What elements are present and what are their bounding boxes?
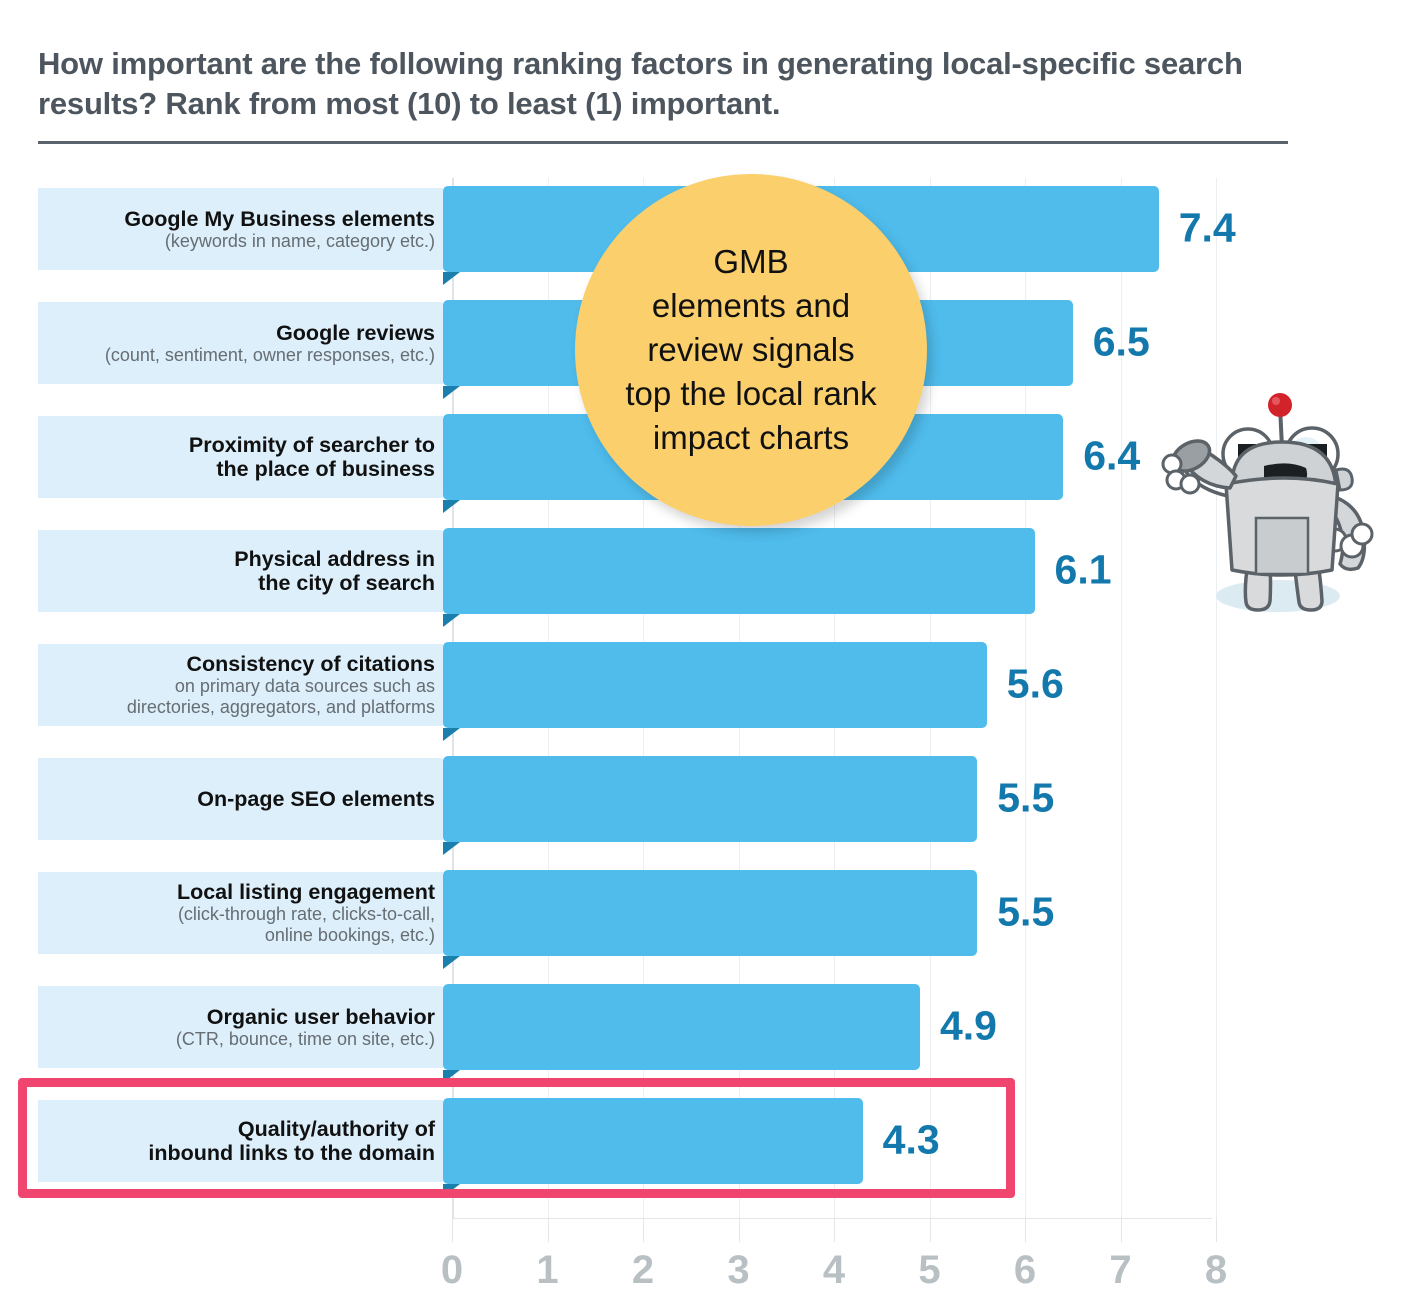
grid-line — [1216, 178, 1217, 1218]
page-title: How important are the following ranking … — [38, 46, 1243, 121]
bar-tail-icon — [443, 1184, 460, 1197]
bar-category-label: Physical address in the city of search — [38, 530, 443, 612]
callout-bubble: GMB elements and review signals top the … — [575, 174, 927, 526]
axis-tick-label: 4 — [822, 1248, 846, 1292]
title-block: How important are the following ranking … — [38, 44, 1288, 123]
bar-value-label: 6.4 — [1083, 432, 1141, 479]
bar-category-label: Organic user behavior (CTR, bounce, time … — [38, 986, 443, 1068]
bar-row[interactable]: On-page SEO elements 5.5 — [0, 750, 1428, 864]
bar-label-line: the place of business — [216, 457, 435, 481]
bar-value-label: 5.5 — [997, 888, 1055, 935]
bar-sublabel-line: online bookings, etc.) — [264, 925, 435, 946]
bar-row[interactable]: Physical address in the city of search 6.1 — [0, 522, 1428, 636]
axis-tick-label: 7 — [1109, 1248, 1132, 1292]
axis-tick — [547, 1218, 549, 1242]
bar-category-label: Local listing engagement (click-through r… — [38, 872, 443, 954]
callout-text: GMB elements and review signals top the … — [625, 243, 877, 456]
bar-sublabel-line: (CTR, bounce, time on site, etc.) — [175, 1028, 435, 1049]
grid-line — [1025, 178, 1026, 1218]
axis-tick — [834, 1218, 835, 1242]
bar-label-line: Proximity of searcher to — [188, 432, 435, 457]
bar-category-label: Google reviews (count, sentiment, owner r… — [38, 302, 443, 384]
axis-tick — [1216, 1218, 1217, 1242]
axis-tick-label: 2 — [631, 1248, 655, 1292]
bar-row[interactable]: Consistency of citations on primary data … — [0, 636, 1428, 750]
bar[interactable] — [443, 870, 978, 956]
bar-tail-icon — [443, 500, 460, 513]
bar-category-label: Consistency of citations on primary data … — [38, 644, 443, 726]
bar-sublabel-line: (click-through rate, clicks-to-call, — [177, 904, 435, 925]
bar-value-label: 5.5 — [997, 774, 1055, 821]
bar-row[interactable]: Quality/authority of inbound links to the… — [0, 1092, 1428, 1206]
bar-tail-icon — [443, 1070, 460, 1083]
bar-value-label: 5.6 — [1006, 660, 1064, 707]
bar-tail-icon — [443, 614, 460, 627]
axis-tick-label: 3 — [727, 1248, 750, 1292]
bar-row[interactable]: Local listing engagement (click-through r… — [0, 864, 1428, 978]
bar-label-line: inbound links to the domain — [148, 1141, 435, 1165]
bar-label-line: Organic user behavior — [206, 1004, 435, 1029]
axis-tick-label: 0 — [440, 1248, 464, 1292]
bar[interactable] — [443, 756, 978, 842]
bar-value-label: 6.1 — [1054, 546, 1112, 593]
bar-label-line: Google My Business elements — [124, 206, 435, 231]
axis-tick — [1025, 1218, 1026, 1242]
bar-value-label: 7.4 — [1178, 204, 1236, 251]
bar-tail-icon — [443, 728, 460, 741]
bar-category-label: Google My Business elements (keywords in … — [38, 188, 443, 270]
axis-tick-label: 8 — [1204, 1248, 1228, 1292]
bar-label-line: Local listing engagement — [176, 880, 435, 905]
bar-sublabel-line: on primary data sources such as — [174, 676, 435, 697]
bar-sublabel-line: directories, aggregators, and platforms — [126, 697, 435, 718]
bar-sublabel-line: (keywords in name, category etc.) — [164, 230, 435, 251]
bar-label-line: Google reviews — [276, 320, 435, 345]
bar-tail-icon — [443, 842, 460, 855]
axis-tick — [738, 1218, 740, 1242]
axis-tick — [1120, 1218, 1122, 1242]
bar-label-line: Quality/authority of — [237, 1116, 435, 1141]
bar-label-line: Consistency of citations — [186, 652, 436, 677]
bar-label-line: Physical address in — [234, 546, 435, 571]
bar-row[interactable]: Organic user behavior (CTR, bounce, time … — [0, 978, 1428, 1092]
grid-line — [1120, 178, 1122, 1218]
bar-value-label: 4.3 — [882, 1116, 940, 1163]
x-axis-line — [452, 1218, 1212, 1219]
bar-label-line: On-page SEO elements — [197, 786, 435, 811]
bar-tail-icon — [443, 386, 460, 399]
axis-tick — [452, 1218, 453, 1242]
axis-tick-label: 6 — [1013, 1248, 1037, 1292]
axis-tick — [929, 1218, 931, 1242]
axis-tick-label: 5 — [918, 1248, 941, 1292]
axis-tick-label: 1 — [536, 1248, 559, 1292]
bar-label-line: the city of search — [258, 571, 435, 595]
axis-tick — [643, 1218, 644, 1242]
bar[interactable] — [443, 642, 987, 728]
bar-tail-icon — [443, 272, 460, 285]
bar-tail-icon — [443, 956, 460, 969]
bar-category-label: Quality/authority of inbound links to the… — [38, 1100, 443, 1182]
bar[interactable] — [443, 984, 920, 1070]
robot-mascot-icon — [1160, 392, 1390, 620]
bar-category-label: On-page SEO elements — [38, 758, 443, 840]
bar[interactable] — [443, 528, 1035, 614]
title-divider — [38, 141, 1288, 144]
bar-sublabel-line: (count, sentiment, owner responses, etc.… — [104, 344, 435, 365]
bar-category-label: Proximity of searcher to the place of bus… — [38, 416, 443, 498]
bar-value-label: 6.5 — [1092, 318, 1150, 365]
bar-value-label: 4.9 — [939, 1002, 997, 1049]
bar[interactable] — [443, 1098, 863, 1184]
